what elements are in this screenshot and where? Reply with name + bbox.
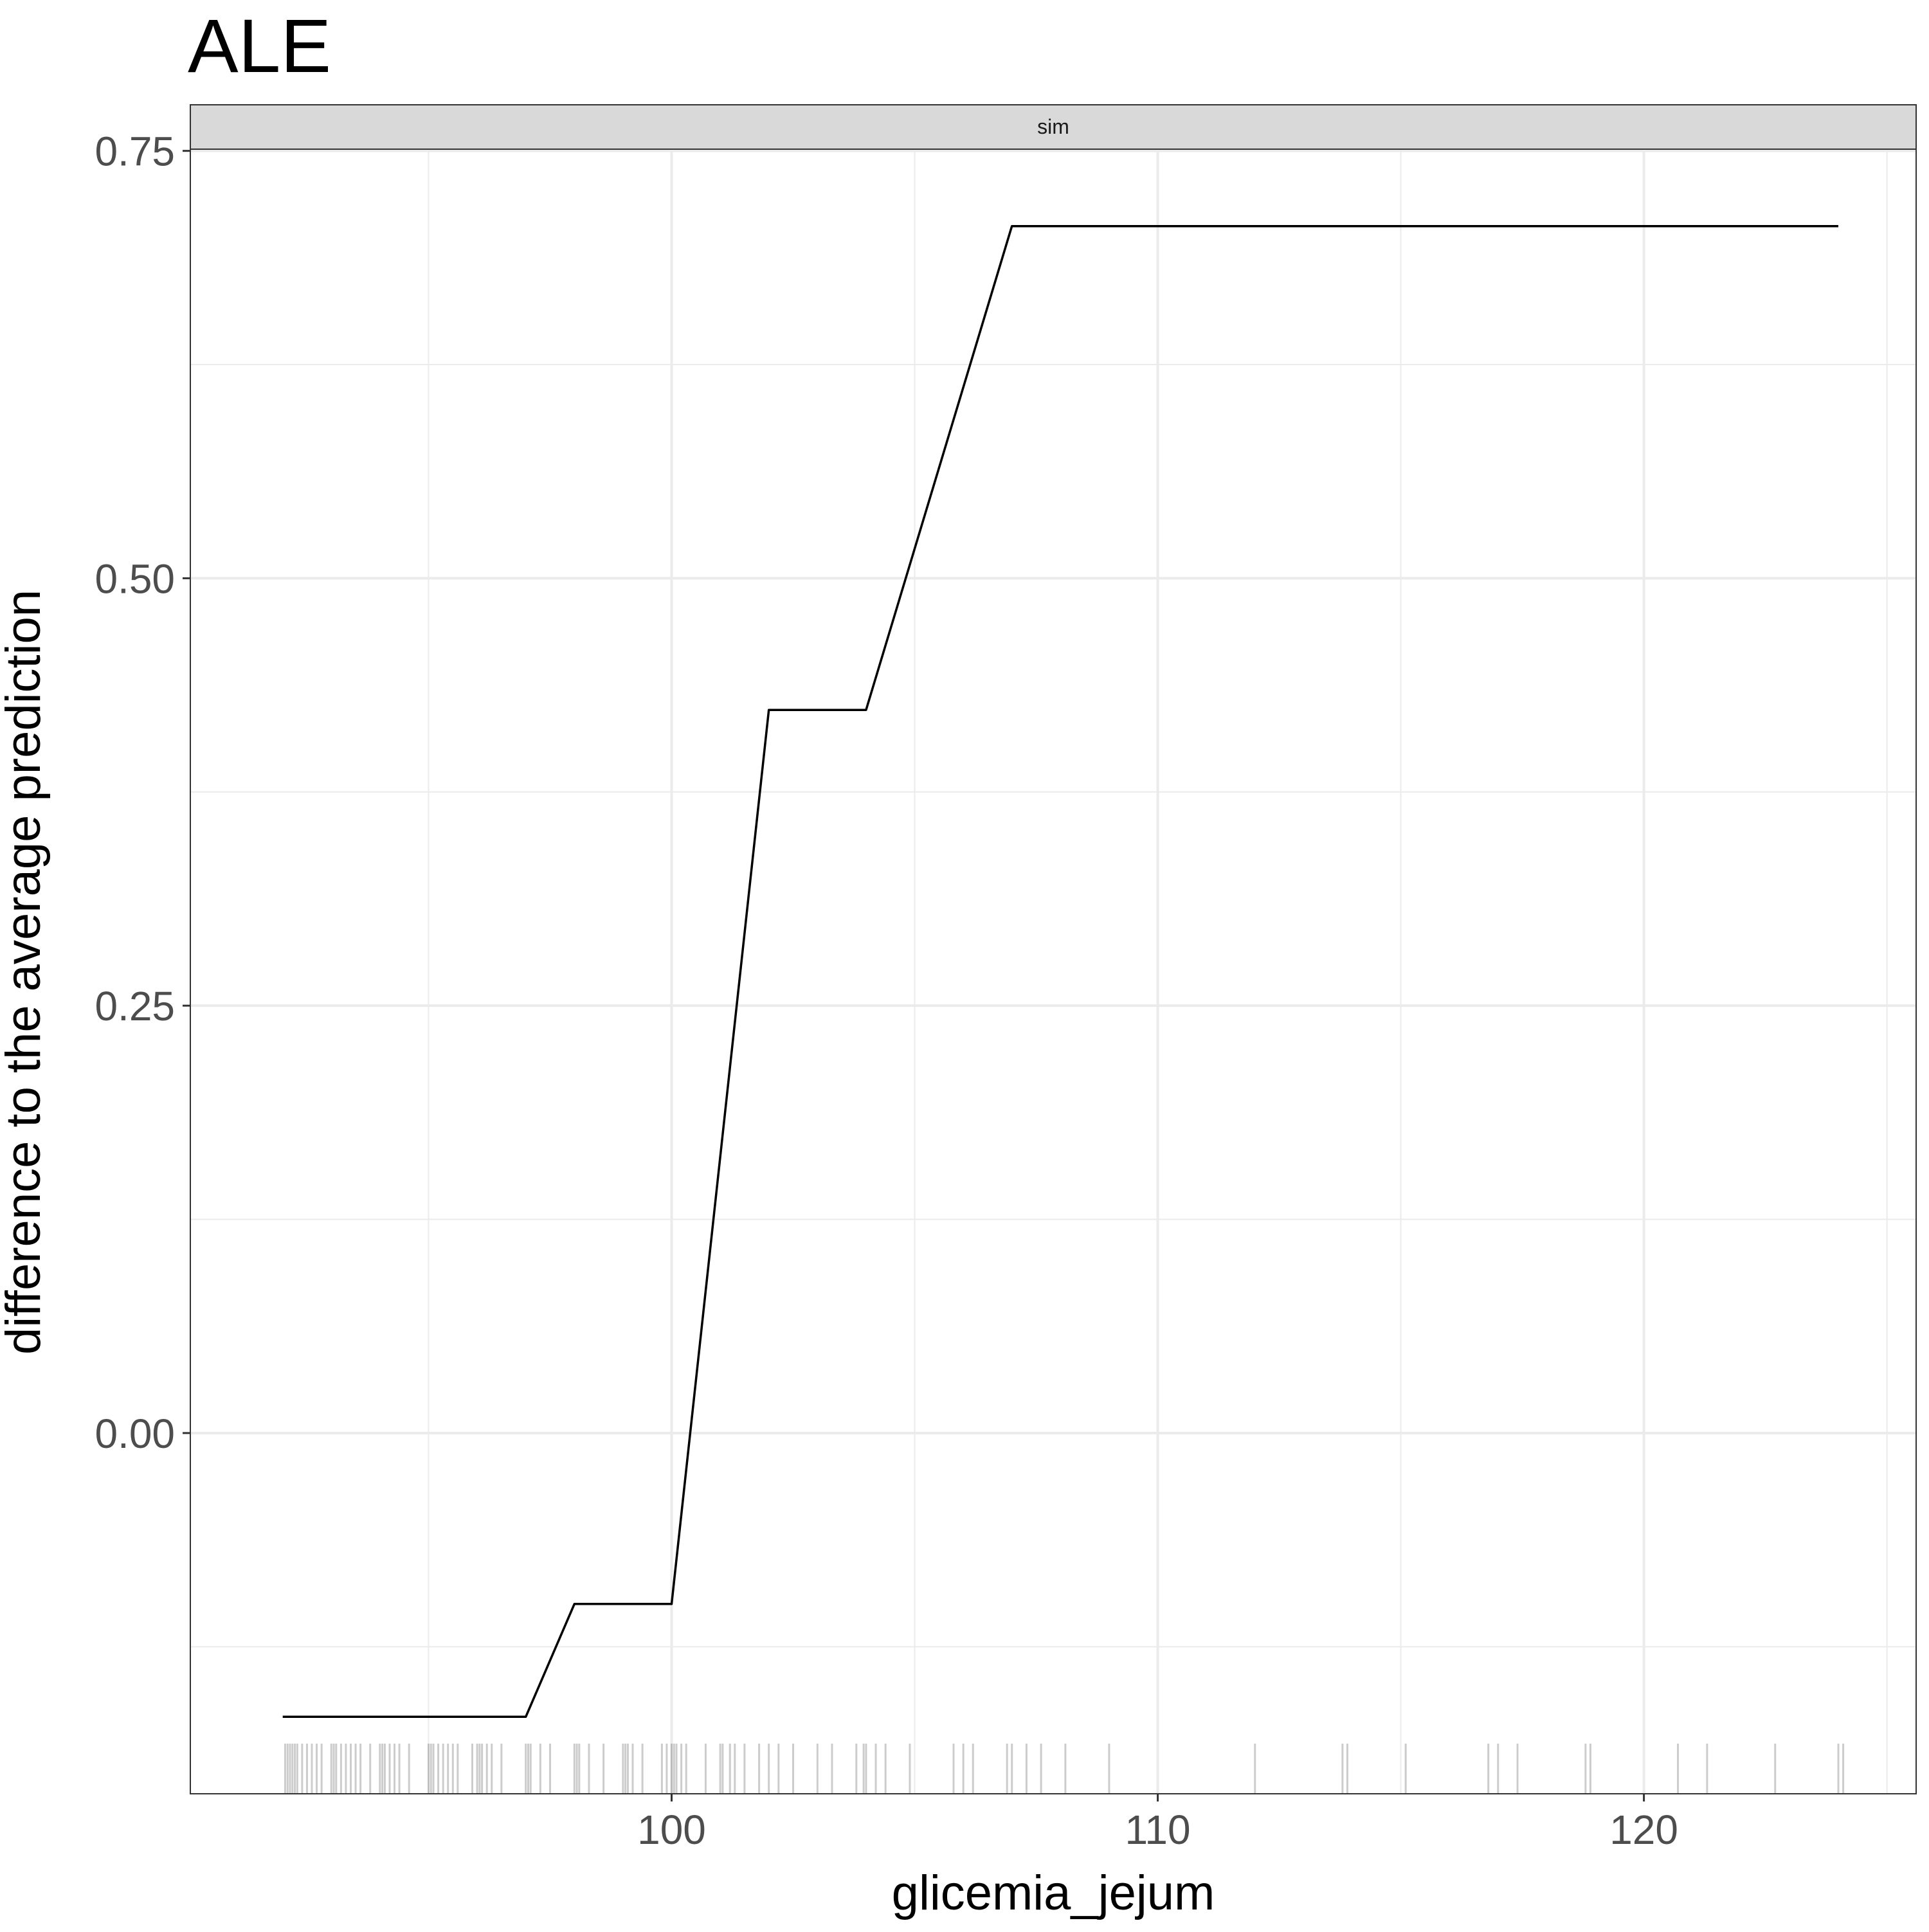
y-axis-label: difference to the average prediction [0, 590, 51, 1355]
y-tick-label: 0.25 [95, 983, 175, 1029]
plot-panel-background [190, 149, 1916, 1794]
y-tick-label: 0.50 [95, 555, 175, 602]
x-axis-label: glicemia_jejum [892, 1866, 1215, 1920]
x-axis-ticks: 100 110 120 [637, 1794, 1678, 1853]
x-tick-label: 110 [1125, 1807, 1191, 1853]
facet-strip-label: sim [1037, 115, 1069, 138]
y-tick-label: 0.00 [95, 1411, 175, 1457]
panel-frame [190, 104, 1917, 1794]
ale-series [282, 224, 1838, 1719]
chart-title: ALE [188, 4, 331, 89]
y-axis-ticks: 0.00 0.25 0.50 0.75 [95, 129, 190, 1457]
y-tick-label: 0.75 [95, 129, 175, 175]
rug-marks [284, 1744, 1845, 1794]
facet-strip [190, 104, 1917, 150]
x-tick-label: 100 [637, 1807, 706, 1853]
gridlines [190, 149, 1916, 1794]
ale-line [282, 224, 1838, 1719]
x-tick-label: 120 [1609, 1807, 1678, 1853]
panel-border [190, 149, 1917, 1794]
